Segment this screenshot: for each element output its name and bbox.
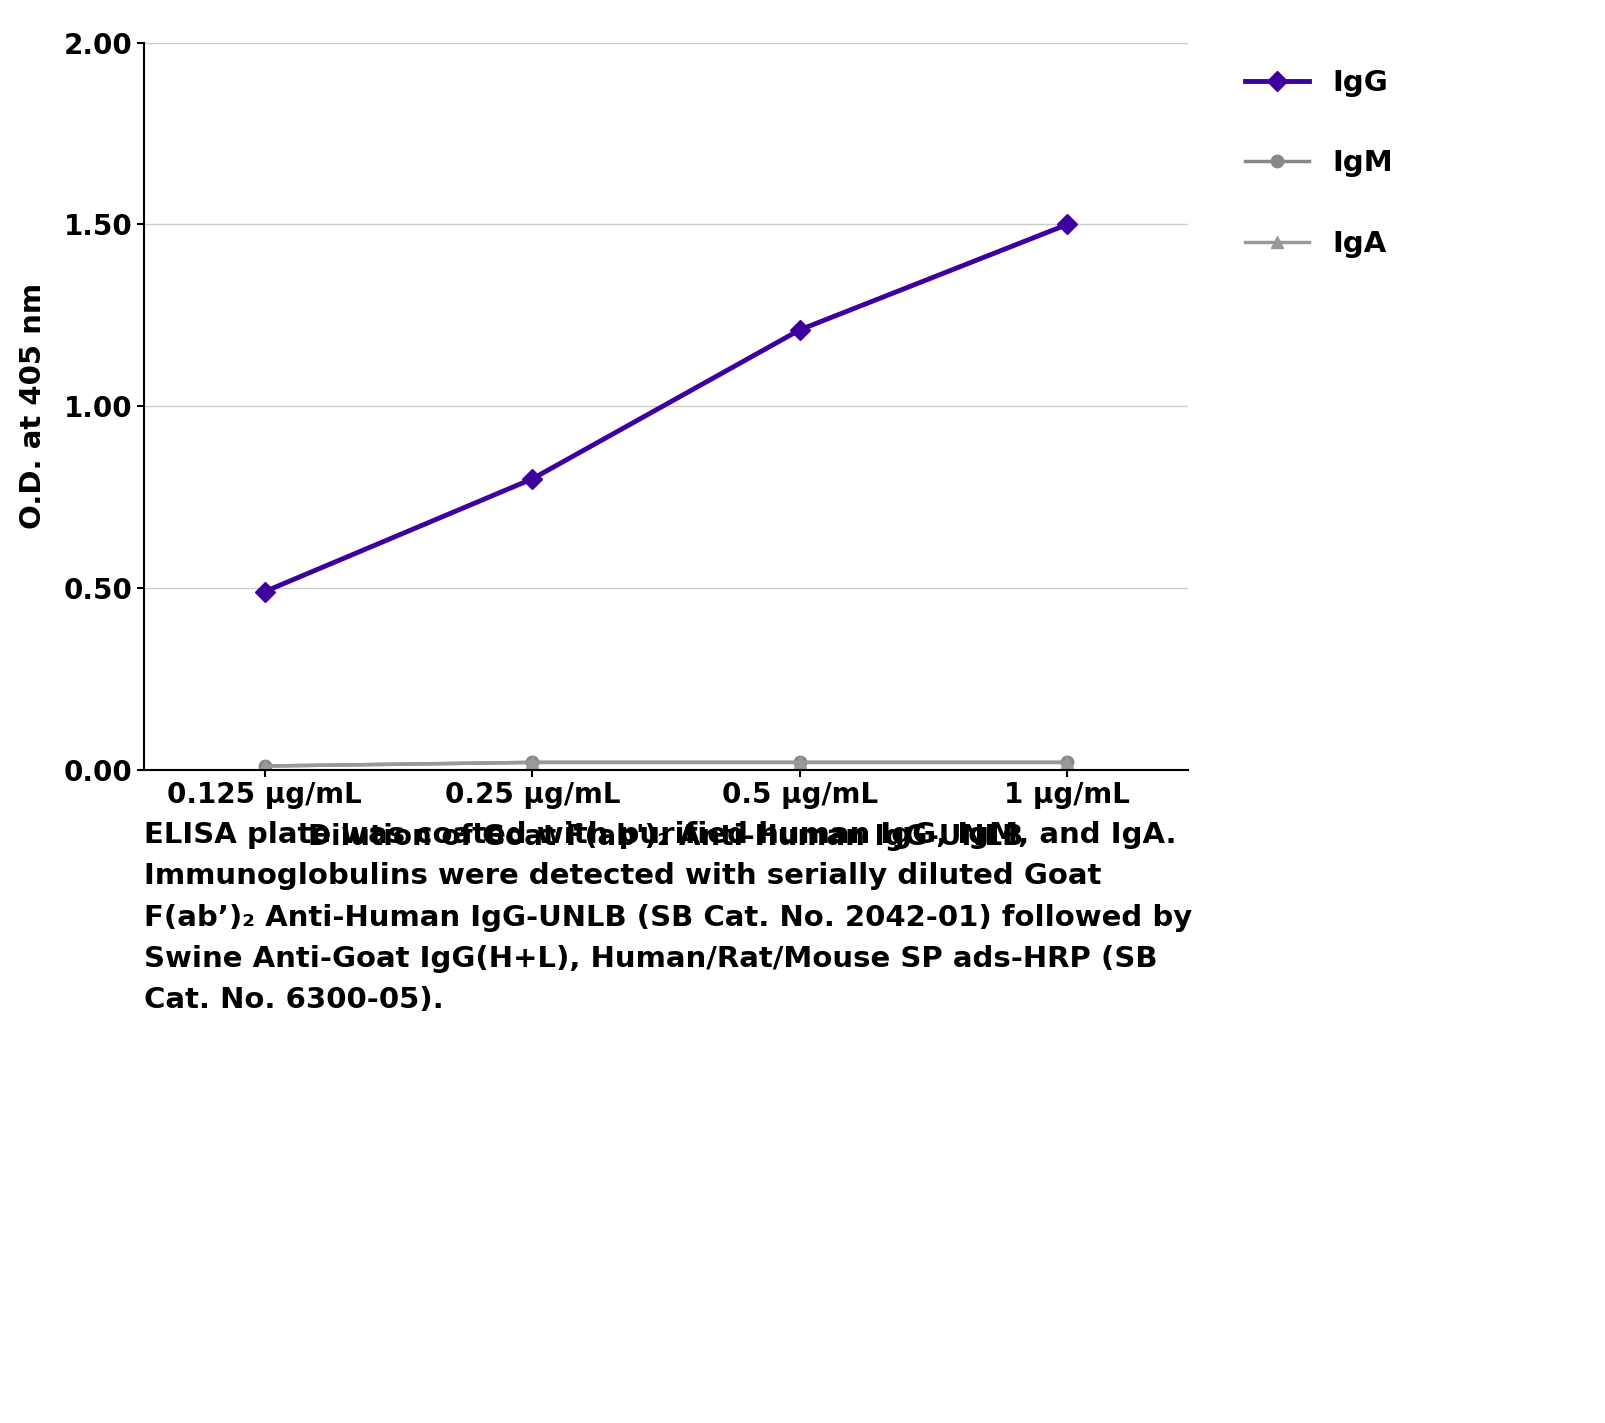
Legend: IgG, IgM, IgA: IgG, IgM, IgA <box>1234 57 1404 269</box>
X-axis label: Dilution of Goat F(ab')₂ Anti-Human IgG-UNLB: Dilution of Goat F(ab')₂ Anti-Human IgG-… <box>308 824 1024 851</box>
Y-axis label: O.D. at 405 nm: O.D. at 405 nm <box>19 283 47 529</box>
Text: ELISA plate was coated with purified human IgG, IgM, and IgA.
Immunoglobulins we: ELISA plate was coated with purified hum… <box>144 821 1193 1015</box>
